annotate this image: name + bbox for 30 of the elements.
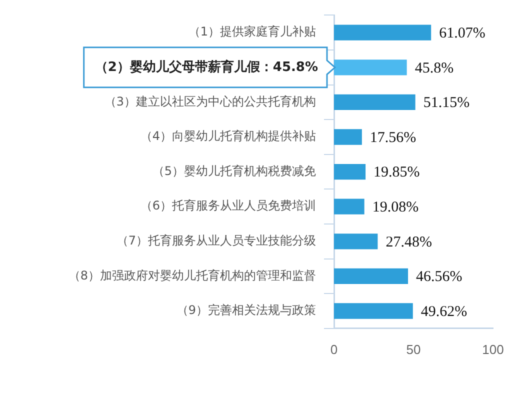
data-label: 17.56% bbox=[370, 130, 416, 146]
bar bbox=[334, 198, 364, 214]
bar bbox=[334, 234, 378, 250]
data-label: 27.48% bbox=[386, 234, 432, 250]
text: （2）婴幼儿父母带薪育儿假：45.8% bbox=[94, 58, 318, 75]
data-label: 19.08% bbox=[372, 200, 419, 216]
y-tick-label: （7）托育服务从业人员专业技能分级 bbox=[116, 234, 316, 248]
data-label: 46.56% bbox=[416, 269, 462, 286]
y-tick-label: （5）婴幼儿托育机构税费减免 bbox=[152, 164, 316, 178]
data-label: 61.07% bbox=[439, 26, 486, 42]
bar bbox=[334, 303, 413, 319]
y-tick-label: （8）加强政府对婴幼儿托育机构的管理和监督 bbox=[68, 268, 316, 282]
x-tick-label: 0 bbox=[330, 342, 338, 357]
y-tick-label: （1）提供家庭育儿补贴 bbox=[188, 24, 316, 39]
data-label: 45.8% bbox=[414, 60, 454, 76]
data-label: 49.62% bbox=[420, 304, 468, 320]
data-label: 19.85% bbox=[374, 164, 420, 181]
data-label: 51.15% bbox=[423, 95, 470, 112]
y-tick-label: （3）建立以社区为中心的公共托育机构 bbox=[104, 94, 316, 108]
y-tick-label: （9）完善相关法规与政策 bbox=[176, 303, 316, 318]
y-tick-label: （6）托育服务从业人员免费培训 bbox=[140, 198, 316, 213]
bar bbox=[334, 60, 407, 76]
x-tick-label: 50 bbox=[406, 342, 421, 357]
bar bbox=[334, 94, 416, 110]
bar bbox=[334, 24, 432, 40]
x-tick-label: 100 bbox=[482, 342, 504, 357]
y-tick-label: （4）向婴幼儿托育机构提供补贴 bbox=[140, 129, 316, 144]
bar bbox=[334, 164, 366, 180]
bar bbox=[334, 268, 408, 284]
bar bbox=[334, 129, 362, 145]
